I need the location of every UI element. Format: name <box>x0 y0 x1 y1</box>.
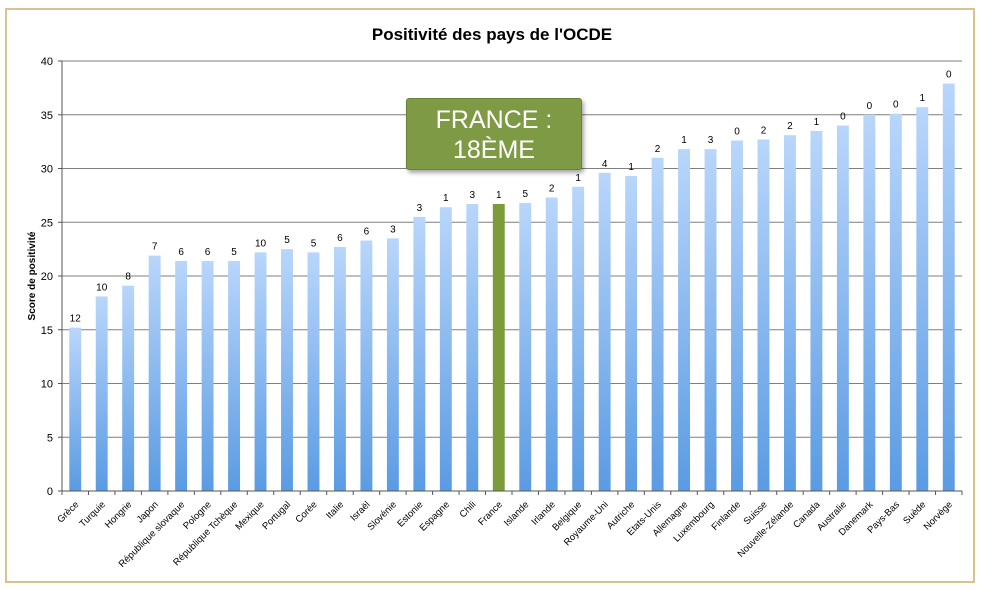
bar-norv-ge <box>942 83 955 491</box>
x-tick-label: Islande <box>502 499 531 528</box>
data-label: 0 <box>840 112 846 123</box>
data-label: 1 <box>681 135 687 146</box>
bar-irlande <box>545 197 558 491</box>
data-label: 2 <box>787 121 793 132</box>
data-label: 3 <box>470 190 476 201</box>
data-label: 0 <box>867 101 873 112</box>
data-label: 10 <box>96 282 108 293</box>
data-label: 12 <box>70 314 82 325</box>
data-label: 7 <box>152 242 158 253</box>
bar-slov-nie <box>386 238 399 491</box>
chart-title: Positivité des pays de l'OCDE <box>372 25 612 44</box>
x-tick-label: Mexique <box>233 499 266 532</box>
data-label: 5 <box>522 189 528 200</box>
data-label: 3 <box>417 203 423 214</box>
x-tick-label: Israël <box>348 499 372 523</box>
x-tick-label: Hongrie <box>103 499 134 530</box>
y-tick-label: 30 <box>41 164 53 176</box>
data-label: 1 <box>628 162 634 173</box>
bar-suisse <box>757 139 770 491</box>
x-tick-label: Portugal <box>260 499 293 532</box>
y-tick-label: 35 <box>41 110 53 122</box>
data-label: 1 <box>920 93 926 104</box>
bar-r-publique-tch-que <box>228 260 241 491</box>
y-axis-label: Score de positivité <box>27 231 38 320</box>
y-tick-label: 5 <box>47 432 53 444</box>
x-tick-label: Finlande <box>710 499 744 533</box>
bar-japon <box>148 255 161 491</box>
bar-mexique <box>254 252 267 491</box>
data-label: 5 <box>311 238 317 249</box>
bar-australie <box>836 125 849 491</box>
x-tick-label: Chili <box>458 499 479 520</box>
x-tick-label: France <box>476 499 505 528</box>
y-tick-label: 10 <box>41 379 53 391</box>
bar-turquie <box>95 296 108 491</box>
data-label: 2 <box>761 125 767 136</box>
data-label: 5 <box>231 247 237 258</box>
bar-estonie <box>413 216 426 491</box>
data-label: 6 <box>178 247 184 258</box>
y-tick-label: 0 <box>47 486 53 498</box>
bar-etats-unis <box>651 157 664 491</box>
data-label: 1 <box>443 193 449 204</box>
bar-pologne <box>201 260 214 491</box>
bar-isra-l <box>360 240 373 491</box>
y-tick-label: 25 <box>41 217 53 229</box>
data-label: 6 <box>364 227 370 238</box>
x-tick-label: Slovénie <box>365 499 399 533</box>
bar-nouvelle-z-lande <box>783 135 796 492</box>
x-tick-label: Italie <box>324 499 346 521</box>
data-label: 0 <box>946 70 952 81</box>
bar-finlande <box>731 140 743 492</box>
bar-portugal <box>281 249 293 491</box>
data-label: 10 <box>255 238 267 249</box>
data-label: 3 <box>390 224 396 235</box>
bar-espagne <box>439 207 452 491</box>
france-rank-callout: FRANCE : 18ÈME <box>406 98 582 170</box>
bar-danemark <box>863 114 876 491</box>
data-label: 6 <box>205 247 211 258</box>
bar-luxembourg <box>704 149 717 491</box>
callout-line-2: 18ÈME <box>453 136 535 164</box>
data-label: 6 <box>337 233 343 244</box>
data-label: 0 <box>893 100 899 111</box>
bar-islande <box>519 202 532 491</box>
bar-r-publique-slovaque <box>175 260 188 491</box>
data-label: 5 <box>284 235 290 246</box>
bar-autriche <box>625 176 638 491</box>
bar-hongrie <box>122 285 135 491</box>
x-tick-label: Corée <box>294 499 320 525</box>
bar-canada <box>810 130 823 491</box>
data-label: 1 <box>814 117 820 128</box>
data-label: 2 <box>549 184 555 195</box>
bar-gr-ce <box>69 327 82 491</box>
y-tick-label: 20 <box>41 271 53 283</box>
y-tick-label: 15 <box>41 325 53 337</box>
data-label: 4 <box>602 159 608 170</box>
bar-belgique <box>572 186 585 491</box>
data-label: 2 <box>655 144 661 155</box>
data-label: 1 <box>496 190 502 201</box>
bar-chili <box>466 203 479 491</box>
callout-line-1: FRANCE : <box>435 106 553 134</box>
x-tick-label: Turquie <box>78 499 108 529</box>
x-tick-label: Norvège <box>922 499 955 532</box>
data-label: 3 <box>708 135 714 146</box>
bar-pays-bas <box>889 113 902 492</box>
data-label: 0 <box>734 127 740 138</box>
bar-allemagne <box>678 149 691 491</box>
data-label: 1 <box>575 173 581 184</box>
data-label: 8 <box>125 272 131 283</box>
bar-cor-e <box>307 252 320 491</box>
y-tick-label: 40 <box>41 56 53 68</box>
bar-royaume-uni <box>598 172 611 492</box>
bar-france <box>492 203 505 491</box>
bar-italie <box>333 246 346 491</box>
bar-su-de <box>916 107 929 491</box>
